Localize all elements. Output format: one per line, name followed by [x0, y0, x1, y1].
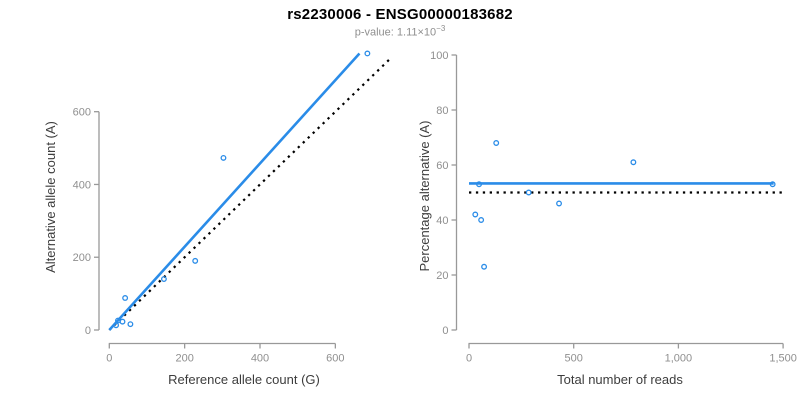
left-axes: 0 200 400 600 0 200 400 600	[73, 107, 345, 365]
data-point	[119, 318, 126, 325]
x-tick-label: 400	[251, 353, 269, 365]
right-y-axis-title: Percentage alternative (A)	[417, 120, 432, 271]
page-title: rs2230006 - ENSG00000183682	[287, 6, 513, 23]
right-data-marks	[469, 140, 785, 270]
x-tick-label: 200	[175, 353, 193, 365]
right-axes: 0 20 40 60 80 100 0 500 1,000 1,500	[430, 50, 797, 365]
pvalue-exponent: −3	[436, 24, 446, 33]
data-point	[478, 217, 485, 223]
x-tick-label: 0	[466, 353, 472, 365]
y-tick-label: 100	[430, 50, 448, 62]
right-scatter-plot: 0 20 40 60 80 100 0 500 1,000 1,500 Total number …	[417, 50, 797, 387]
data-point	[220, 154, 227, 161]
data-point	[160, 276, 167, 283]
x-tick-label: 1,000	[665, 353, 693, 365]
right-x-axis-title: Total number of reads	[557, 372, 683, 387]
y-tick-label: 200	[73, 252, 91, 264]
left-data-marks	[108, 50, 391, 331]
left-y-axis-title: Alternative allele count (A)	[43, 121, 58, 273]
data-point	[122, 295, 129, 301]
y-tick-label: 60	[436, 160, 448, 172]
left-scatter-plot: 0 200 400 600 0 200 400 600 Reference allele co…	[43, 50, 391, 387]
data-point	[481, 263, 488, 270]
data-point	[525, 189, 532, 196]
identity-line	[108, 58, 391, 331]
pvalue-text: p-value: 1.11×10	[354, 26, 437, 39]
y-tick-label: 600	[73, 107, 91, 119]
y-tick-label: 40	[436, 215, 448, 227]
data-point	[476, 181, 483, 188]
x-tick-label: 0	[106, 353, 112, 365]
y-tick-label: 0	[442, 325, 448, 337]
data-point	[769, 181, 776, 188]
pvalue-subtitle: p-value: 1.11×10−3	[0, 24, 800, 39]
y-tick-label: 20	[436, 270, 448, 282]
x-tick-label: 500	[565, 353, 583, 365]
fit-line	[108, 52, 361, 331]
y-tick-label: 400	[73, 179, 91, 191]
y-tick-label: 80	[436, 105, 448, 117]
x-tick-label: 600	[326, 353, 344, 365]
x-tick-label: 1,500	[769, 353, 797, 365]
data-point	[192, 257, 199, 264]
data-point	[556, 200, 562, 207]
left-x-axis-title: Reference allele count (G)	[168, 372, 320, 387]
y-tick-label: 0	[85, 325, 91, 337]
data-point	[630, 159, 637, 166]
data-point	[364, 50, 371, 57]
data-point	[127, 321, 134, 328]
data-point	[493, 140, 500, 146]
data-point	[472, 211, 479, 218]
data-point	[113, 322, 120, 329]
